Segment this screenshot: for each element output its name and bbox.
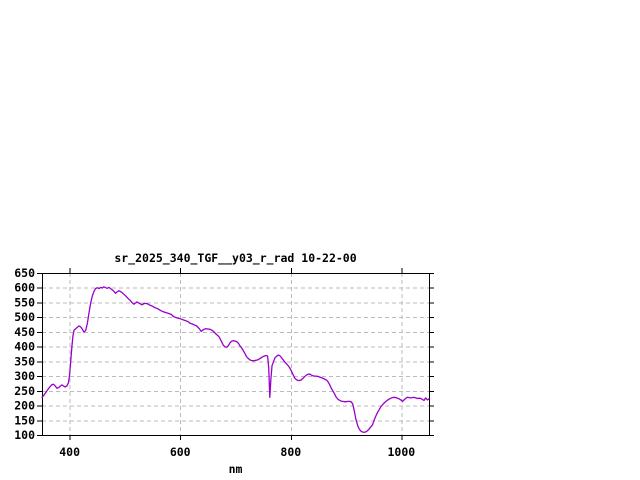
y-tick-label: 250: [14, 384, 35, 398]
y-tick-label: 650: [14, 266, 35, 280]
y-tick-label: 100: [14, 428, 35, 442]
plot-border: [42, 273, 430, 436]
x-tick-label: 600: [170, 445, 191, 459]
y-tick-label: 450: [14, 325, 35, 339]
spectrum-curve: [41, 286, 430, 433]
x-tick-label: 400: [59, 445, 80, 459]
x-tick-label: 800: [280, 445, 301, 459]
y-tick-label: 350: [14, 354, 35, 368]
y-tick-label: 200: [14, 399, 35, 413]
x-tick-label: 1000: [388, 445, 416, 459]
y-tick-label: 400: [14, 340, 35, 354]
y-tick-label: 500: [14, 310, 35, 324]
y-tick-label: 150: [14, 413, 35, 427]
y-tick-label: 600: [14, 281, 35, 295]
y-tick-label: 550: [14, 295, 35, 309]
y-tick-label: 300: [14, 369, 35, 383]
x-axis-label: nm: [229, 462, 243, 476]
chart-title: sr_2025_340_TGF__y03_r_rad 10-22-00: [114, 251, 357, 265]
